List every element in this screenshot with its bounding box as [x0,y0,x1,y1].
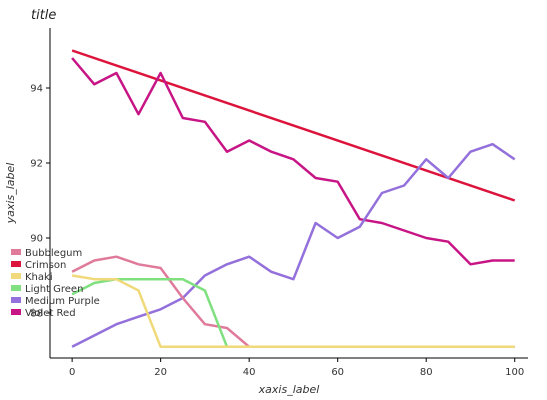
legend-swatch-bubblegum [11,249,21,255]
y-tick-label: 92 [30,159,43,170]
ticks: 0 20 40 60 80 100 88 90 92 94 [30,84,524,379]
legend-swatch-violet-red [11,309,21,315]
y-tick-label: 94 [30,84,43,95]
y-tick-label: 88 [30,309,43,320]
series-line-khaki [71,274,515,349]
legend-swatch-khaki [11,273,21,279]
legend-swatch-light-green [11,285,21,291]
series-layer [71,49,516,349]
x-axis-title: xaxis_label [258,383,320,396]
x-tick-label: 60 [331,367,344,378]
legend-label-violet-red: Violet Red [25,308,76,319]
legend-swatch-medium-purple [11,297,21,303]
legend-swatch-crimson [11,261,21,267]
legend-label-bubblegum: Bubblegum [25,248,82,259]
series-line-bubblegum [71,255,515,349]
x-tick-label: 100 [505,367,524,378]
legend-label-khaki: Khaki [25,272,53,283]
legend-label-light-green: Light Green [25,284,83,295]
x-tick-label: 40 [243,367,256,378]
x-tick-label: 20 [154,367,167,378]
series-line-crimson [71,49,516,202]
legend-label-crimson: Crimson [25,260,66,271]
chart-title: title [31,8,56,23]
legend-label-medium-purple: Medium Purple [25,296,100,307]
axes [49,28,528,359]
y-tick-label: 90 [30,234,43,245]
x-tick-label: 80 [420,367,433,378]
x-tick-label: 0 [69,367,75,378]
series-line-medium-purple [71,142,516,348]
y-axis-title: yaxis_label [4,163,17,225]
series-line-violet-red [71,57,515,266]
